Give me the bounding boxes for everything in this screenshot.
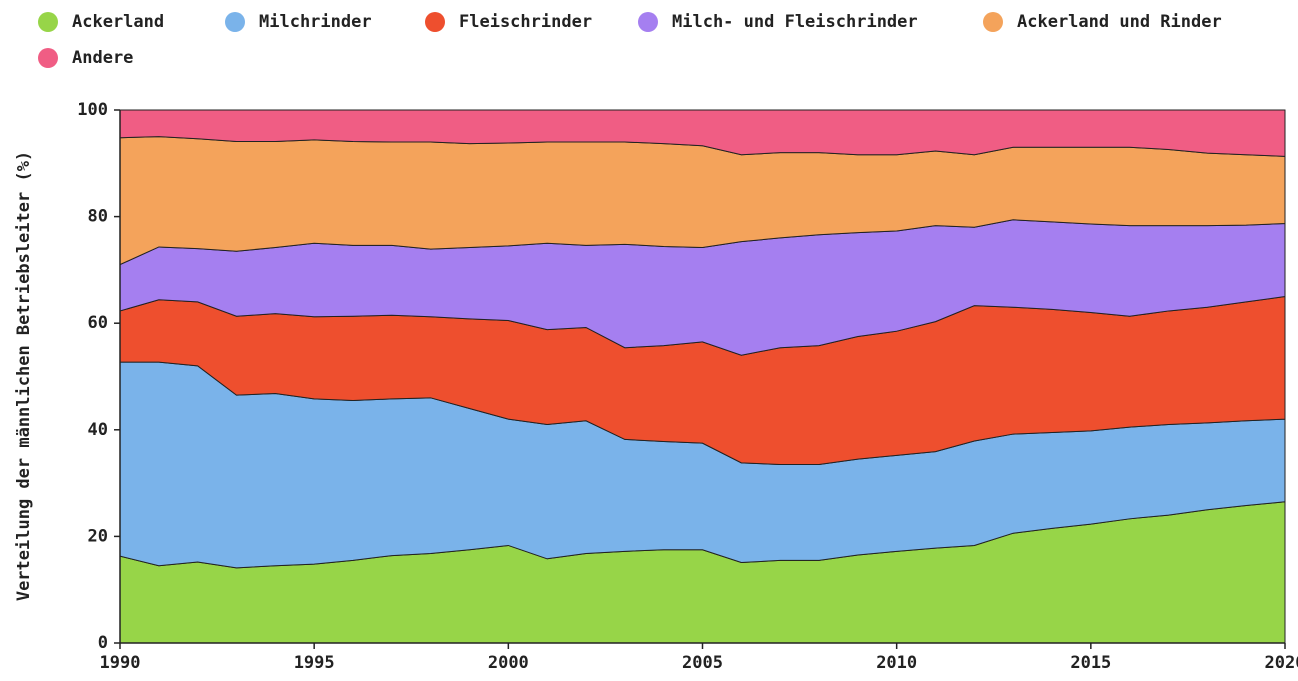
- y-axis-label: Verteilung der männlichen Betriebsleiter…: [14, 151, 34, 601]
- y-tick-label: 60: [88, 313, 108, 333]
- legend-swatch: [638, 12, 658, 32]
- x-tick-label: 2015: [1070, 653, 1111, 673]
- x-tick-label: 2010: [876, 653, 917, 673]
- legend-label: Fleischrinder: [459, 12, 592, 32]
- legend-swatch: [38, 48, 58, 68]
- legend-label: Ackerland: [72, 12, 164, 32]
- legend-swatch: [225, 12, 245, 32]
- x-tick-label: 2020: [1265, 653, 1298, 673]
- x-tick-label: 1995: [294, 653, 335, 673]
- legend-label: Andere: [72, 48, 133, 68]
- y-tick-label: 40: [88, 420, 108, 440]
- y-tick-label: 0: [98, 633, 108, 653]
- legend-label: Milch- und Fleischrinder: [672, 12, 918, 32]
- legend-label: Milchrinder: [259, 12, 372, 32]
- area: [119, 109, 1286, 157]
- x-tick-label: 1990: [100, 653, 141, 673]
- y-tick-label: 100: [77, 100, 108, 120]
- y-tick-label: 20: [88, 526, 108, 546]
- y-tick-label: 80: [88, 207, 108, 227]
- legend-swatch: [38, 12, 58, 32]
- legend-label: Ackerland und Rinder: [1017, 12, 1222, 32]
- x-tick-label: 2000: [488, 653, 529, 673]
- x-tick-label: 2005: [682, 653, 723, 673]
- legend-swatch: [983, 12, 1003, 32]
- legend-swatch: [425, 12, 445, 32]
